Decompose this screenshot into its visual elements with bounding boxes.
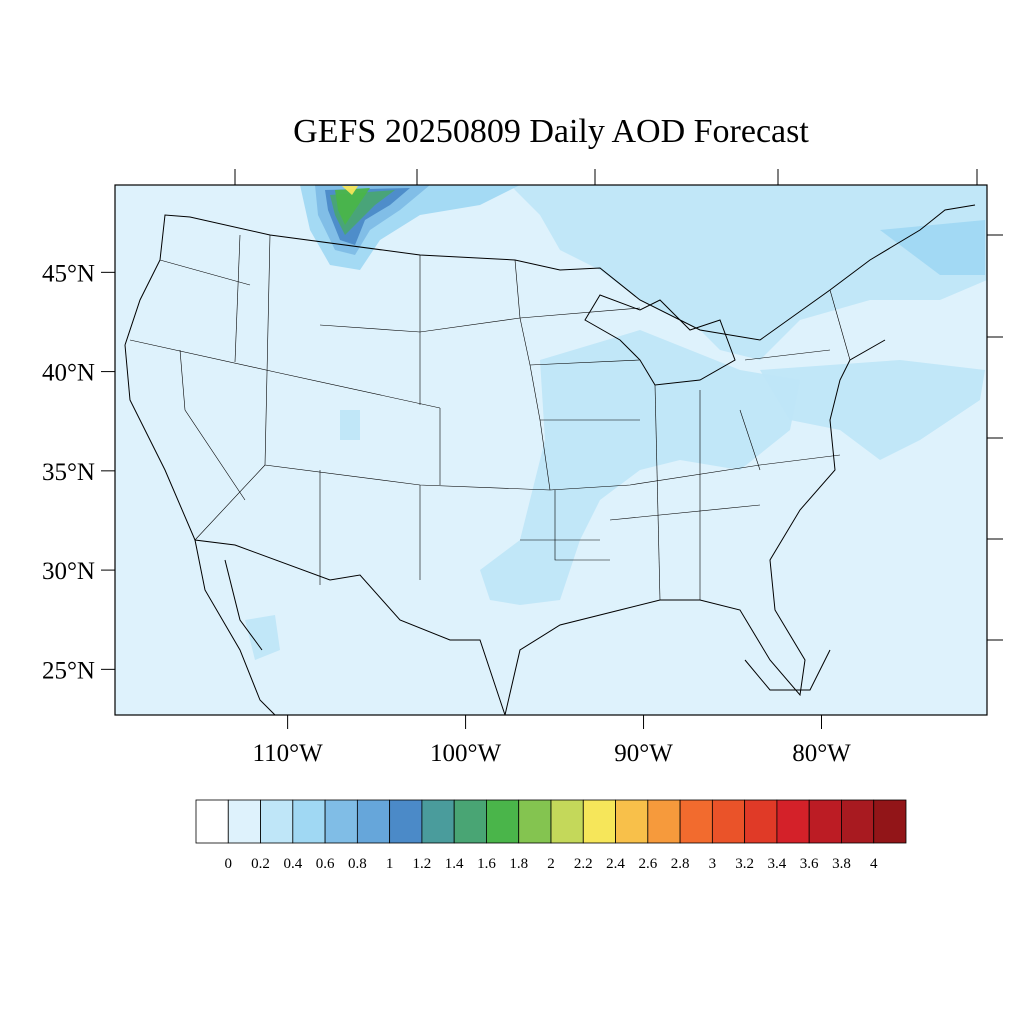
colorbar-box: [260, 799, 294, 844]
colorbar-box: [421, 799, 455, 844]
colorbar: 0 0.2 0.4 0.6 0.8 1 1.2 1.4 1.6 1.8 2 2.2 2.4 2.6 2.8 3…: [195, 799, 907, 872]
colorbar-box: [841, 799, 875, 844]
colorbar-box: [744, 799, 778, 844]
aerosol-region: [245, 615, 280, 660]
colorbar-box: [486, 799, 520, 844]
colorbar-label: 2.8: [671, 856, 690, 872]
coastline: [224, 559, 263, 651]
state-border: [274, 371, 441, 409]
colorbar-box: [647, 799, 681, 844]
colorbar-label: 3.4: [768, 856, 787, 872]
colorbar-box: [873, 799, 907, 844]
aerosol-region: [340, 410, 360, 440]
state-border: [194, 464, 266, 541]
colorbar-box: [776, 799, 810, 844]
colorbar-box: [324, 799, 358, 844]
colorbar-label: 2.6: [638, 856, 657, 872]
colorbar-box: [711, 799, 746, 844]
state-border: [829, 289, 851, 361]
colorbar-box: [356, 799, 391, 844]
colorbar-label: 0: [225, 856, 233, 872]
colorbar-label: 2.2: [574, 856, 593, 872]
colorbar-label: 4: [870, 856, 878, 872]
state-border: [159, 259, 251, 286]
lon-tick-label: 110°W: [253, 740, 324, 767]
state-border: [654, 384, 661, 601]
colorbar-label: 3.6: [800, 856, 819, 872]
state-border: [179, 349, 246, 501]
lon-tick-label: 100°W: [430, 740, 501, 767]
colorbar-label: 1.4: [445, 856, 464, 872]
colorbar-label: 0.2: [251, 856, 270, 872]
map-area: 45°N 40°N 35°N 30°N 25°N 110°W 100°W 90°W 80°W: [42, 169, 1003, 767]
aerosol-region: [342, 186, 358, 195]
lat-tick-label: 25°N: [42, 657, 95, 684]
state-border: [739, 409, 761, 471]
colorbar-label: 1.2: [413, 856, 432, 872]
coastline: [744, 649, 831, 691]
colorbar-box: [679, 799, 713, 844]
coastline: [124, 344, 506, 716]
state-border: [609, 504, 761, 521]
state-border: [529, 359, 641, 366]
colorbar-box: [292, 799, 326, 844]
lon-tick-label: 80°W: [792, 740, 851, 767]
lat-tick-label: 40°N: [42, 360, 95, 387]
lat-tick-label: 45°N: [42, 260, 95, 287]
colorbar-box: [615, 799, 649, 844]
map-frame: [114, 184, 988, 716]
colorbar-label: 0.4: [283, 856, 302, 872]
lat-tick-label: 35°N: [42, 459, 95, 486]
map-title: GEFS 20250809 Daily AOD Forecast: [293, 113, 809, 150]
colorbar-box: [582, 799, 616, 844]
lon-tick-label: 90°W: [614, 740, 673, 767]
coastline: [124, 204, 976, 346]
aerosol-region: [760, 360, 985, 460]
state-border: [234, 234, 241, 363]
colorbar-label: 0.8: [348, 856, 367, 872]
coastline: [504, 339, 886, 716]
colorbar-label: 1.8: [509, 856, 528, 872]
aerosol-region: [880, 220, 985, 275]
coastline: [584, 294, 736, 386]
colorbar-label: 3.2: [735, 856, 754, 872]
colorbar-box: [227, 799, 261, 844]
lat-tick-label: 30°N: [42, 558, 95, 585]
colorbar-box: [550, 799, 584, 844]
colorbar-label: 1.6: [477, 856, 496, 872]
colorbar-box: [808, 799, 842, 844]
state-border: [744, 349, 831, 361]
colorbar-box: [518, 799, 552, 844]
aerosol-region: [510, 185, 987, 360]
colorbar-box: [195, 799, 229, 844]
colorbar-label: 1: [386, 856, 394, 872]
state-border: [549, 454, 841, 491]
colorbar-label: 0.6: [316, 856, 335, 872]
colorbar-box: [389, 799, 423, 844]
colorbar-label: 3: [709, 856, 717, 872]
state-border: [264, 234, 551, 491]
colorbar-label: 3.8: [832, 856, 851, 872]
state-border: [129, 339, 276, 373]
state-border: [519, 307, 641, 319]
colorbar-label: 2.4: [606, 856, 625, 872]
colorbar-label: 2: [547, 856, 555, 872]
colorbar-box: [453, 799, 487, 844]
state-border: [554, 490, 610, 561]
aerosol-region: [335, 188, 370, 225]
aerosol-region: [480, 330, 800, 605]
coastline: [194, 539, 276, 716]
